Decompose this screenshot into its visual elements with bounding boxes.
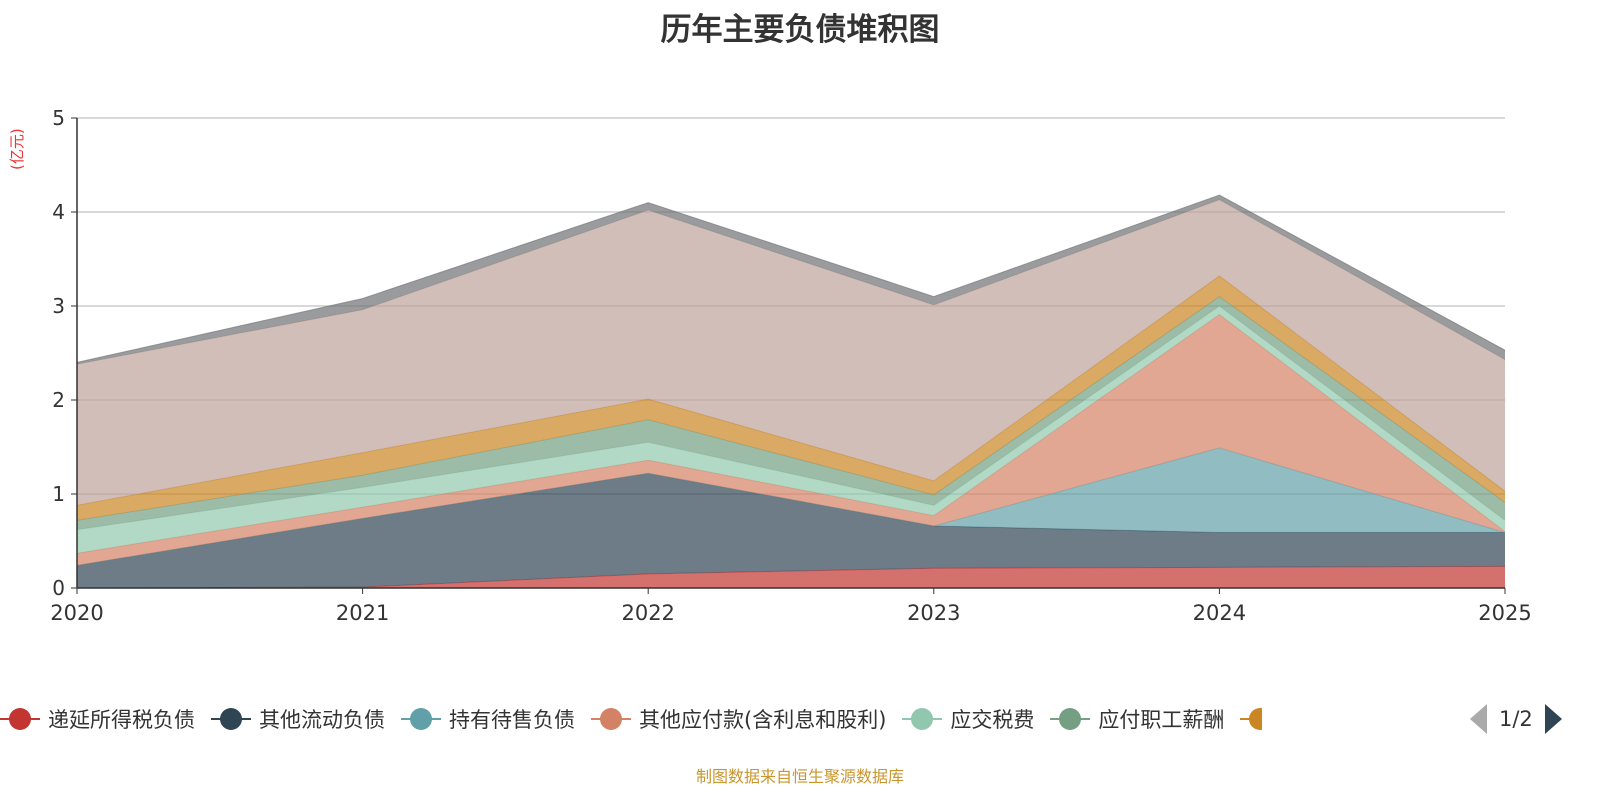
area-series-3 xyxy=(77,314,1505,566)
y-tick-label: 4 xyxy=(52,200,65,224)
x-tick-label: 2022 xyxy=(621,601,674,625)
legend-item[interactable]: 其他应付款(含利息和股利) xyxy=(591,704,886,734)
legend-label: 应交税费 xyxy=(950,708,1035,732)
area-series-6 xyxy=(77,275,1505,521)
area-series-5 xyxy=(77,296,1505,530)
y-tick-label: 0 xyxy=(52,576,65,600)
y-tick-label: 3 xyxy=(52,294,65,318)
x-tick-label: 2024 xyxy=(1193,601,1246,625)
legend-item[interactable] xyxy=(1240,707,1263,731)
area-series-1 xyxy=(77,473,1505,588)
legend-page: 1/2 xyxy=(1499,707,1533,731)
area-series-4 xyxy=(77,306,1505,554)
legend-label: 递延所得税负债 xyxy=(48,708,195,732)
line-series-8 xyxy=(76,194,1506,363)
legend-marker-icon xyxy=(1050,707,1091,731)
legend-item[interactable]: 持有待售负债 xyxy=(401,704,575,734)
legend-marker-icon xyxy=(1240,707,1263,731)
legend-item[interactable]: 其他流动负债 xyxy=(211,704,385,734)
chart-title: 历年主要负债堆积图 xyxy=(660,12,940,48)
y-tick-label: 2 xyxy=(52,388,65,412)
legend: 递延所得税负债 其他流动负债 持有待售负债 其他应付款(含利息和股利) 应交税费 应付职工… xyxy=(0,702,1278,736)
data-source: 制图数据来自恒生聚源数据库 xyxy=(695,767,904,786)
legend-label: 持有待售负债 xyxy=(449,708,575,732)
legend-label: 其他应付款(含利息和股利) xyxy=(639,708,887,732)
y-tick-label: 1 xyxy=(52,482,65,506)
legend-item[interactable]: 应付职工薪酬 xyxy=(1050,704,1224,734)
legend-label: 其他流动负债 xyxy=(259,708,385,732)
area-series-0 xyxy=(77,566,1505,588)
x-tick-label: 2023 xyxy=(907,601,960,625)
x-tick-label: 2020 xyxy=(50,601,103,625)
legend-item[interactable]: 应交税费 xyxy=(902,704,1034,734)
y-tick-label: 5 xyxy=(52,106,65,130)
legend-marker-icon xyxy=(0,707,40,731)
x-tick-label: 2021 xyxy=(336,601,389,625)
legend-marker-icon xyxy=(902,707,943,731)
area-series-2 xyxy=(77,447,1505,566)
legend-label: 应付职工薪酬 xyxy=(1098,708,1225,732)
legend-item[interactable]: 递延所得税负债 xyxy=(0,704,195,734)
x-tick-label: 2025 xyxy=(1478,601,1531,625)
legend-prev-icon[interactable] xyxy=(1470,704,1487,734)
legend-next-icon[interactable] xyxy=(1544,704,1562,734)
chart-plot: 0 1 2 3 4 5 2020 2021 2022 2023 2024 2025 xyxy=(50,106,1531,625)
area-series-7 xyxy=(77,199,1505,506)
legend-marker-icon xyxy=(211,707,251,731)
legend-pager: 1/2 xyxy=(1470,704,1562,734)
legend-marker-icon xyxy=(591,707,631,731)
legend-marker-icon xyxy=(401,707,441,731)
line-series-3 xyxy=(76,313,1506,554)
